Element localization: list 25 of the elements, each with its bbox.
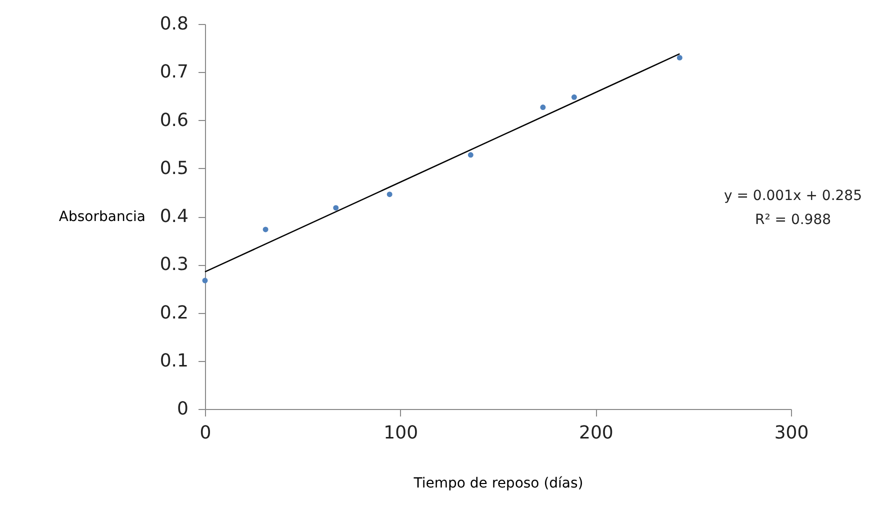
y-tick-label: 0.7 <box>160 62 188 83</box>
y-tick-label: 0.5 <box>160 158 188 179</box>
y-tick-label: 0.1 <box>160 350 188 372</box>
point <box>262 226 268 232</box>
point <box>571 94 577 100</box>
point <box>386 192 392 198</box>
y-tick-label: 0.4 <box>160 206 188 227</box>
x-tick-label: 0 <box>200 422 212 444</box>
y-tick-label: 0.6 <box>160 110 188 131</box>
x-axis-title: Tiempo de reposo (días) <box>412 476 584 492</box>
point <box>202 278 208 284</box>
point <box>676 54 682 60</box>
x-tick-label: 100 <box>384 422 418 444</box>
annotation: R² = 0.988 <box>754 212 832 228</box>
point <box>333 205 339 211</box>
point <box>468 152 474 158</box>
y-tick-label: 0 <box>177 398 188 420</box>
point <box>540 104 546 110</box>
annotation: y = 0.001x + 0.285 <box>724 188 862 204</box>
x-tick-label: 300 <box>774 422 809 444</box>
y-axis-title: Absorbancia <box>58 209 146 225</box>
y-tick-label: 0.8 <box>160 14 188 34</box>
x-tick-label: 200 <box>578 422 614 444</box>
y-tick-label: 0.3 <box>160 254 188 276</box>
y-tick-label: 0.2 <box>160 302 188 324</box>
